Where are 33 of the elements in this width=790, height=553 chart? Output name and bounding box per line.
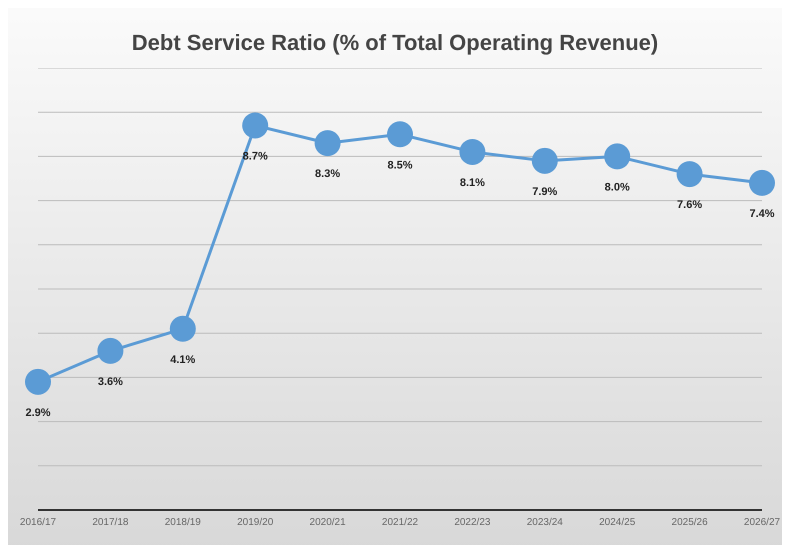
x-tick-label: 2018/19 (164, 517, 202, 528)
x-tick-label: 2024/25 (599, 517, 636, 528)
x-tick-label: 2017/18 (92, 517, 129, 528)
data-label: 7.9% (532, 186, 558, 198)
point (459, 138, 486, 165)
x-tick-label: 2016/17 (20, 517, 57, 528)
data-label: 8.1% (460, 176, 486, 189)
data-label: 7.4% (749, 208, 775, 220)
data-label: 4.1% (170, 354, 196, 366)
data-label: 8.5% (387, 159, 413, 172)
x-tick-label: 2020/21 (310, 517, 346, 528)
point (387, 121, 413, 148)
point (604, 143, 630, 170)
data-label: 7.6% (677, 199, 702, 212)
x-tick-label: 2022/23 (454, 517, 491, 528)
x-tick-label: 2023/24 (526, 517, 564, 528)
x-tick-label: 2021/22 (382, 517, 419, 528)
point (97, 338, 124, 364)
point (242, 112, 268, 138)
x-tick-label: 2019/20 (237, 517, 274, 528)
point (170, 316, 196, 342)
data-label: 8.3% (315, 168, 340, 180)
chart-title: Debt Service Ratio (% of Total Operating Revenue) (130, 29, 660, 57)
x-tick-label: 2026/27 (744, 517, 781, 528)
data-label: 2.9% (25, 406, 51, 419)
x-tick-label: 2025/26 (672, 517, 708, 528)
point (25, 368, 51, 395)
point (314, 130, 341, 156)
data-label: 3.6% (98, 376, 124, 388)
point (749, 170, 775, 196)
point (676, 161, 703, 188)
point (532, 148, 558, 174)
data-label: 8.0% (604, 181, 630, 194)
